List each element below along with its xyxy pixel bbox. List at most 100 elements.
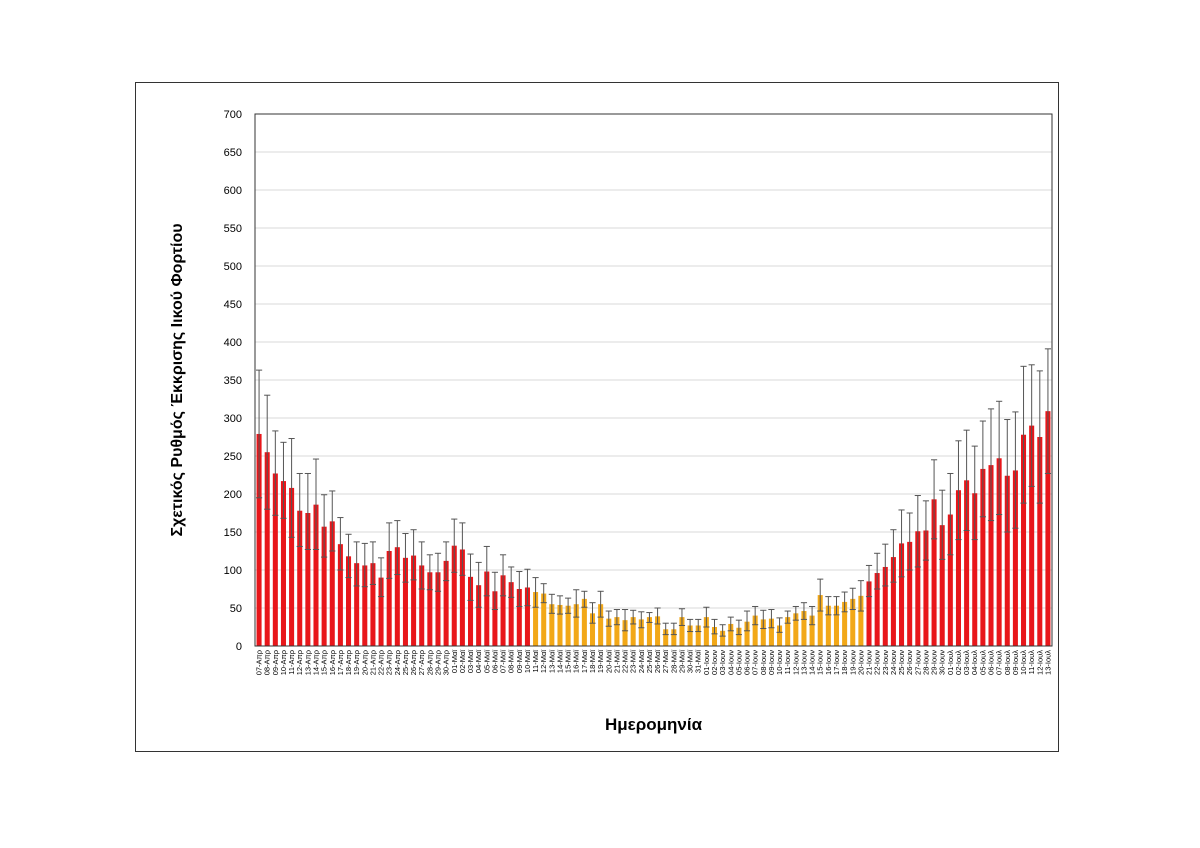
bar — [622, 620, 628, 646]
x-tick-label: 12-Ιουλ — [1035, 650, 1044, 675]
x-tick-label: 03-Ιουν — [718, 650, 727, 675]
bar — [500, 575, 506, 646]
x-tick-label: 25-Ιουν — [897, 650, 906, 675]
x-tick-label: 09-Μαϊ — [515, 650, 524, 673]
x-tick-label: 02-Μαϊ — [458, 650, 467, 673]
x-tick-label: 21-Ιουν — [865, 650, 874, 675]
bar — [329, 521, 335, 646]
bar — [394, 547, 400, 646]
x-tick-label: 08-Ιουλ — [1003, 650, 1012, 675]
bar — [362, 565, 368, 646]
x-tick-label: 09-Ιουν — [767, 650, 776, 675]
x-tick-label: 30-Ιουν — [938, 650, 947, 675]
x-tick-label: 19-Ιουν — [848, 650, 857, 675]
bar — [744, 621, 750, 646]
chart-frame: 0 50 100 150 200 250 300 350 400 450 500 550 600 650 7… — [135, 82, 1059, 752]
x-tick-label: 07-Απρ — [255, 650, 264, 675]
x-tick-label: 10-Μαϊ — [523, 650, 532, 673]
x-tick-label: 28-Μαϊ — [669, 650, 678, 673]
x-tick-label: 09-Ιουλ — [1011, 650, 1020, 675]
x-tick-label: 10-Απρ — [279, 650, 288, 675]
x-tick-label: 06-Ιουλ — [987, 650, 996, 675]
x-tick-label: 05-Μαϊ — [482, 650, 491, 673]
x-tick-label: 03-Ιουλ — [962, 650, 971, 675]
x-tick-label: 11-Ιουν — [783, 650, 792, 675]
x-tick-label: 07-Ιουλ — [995, 650, 1004, 675]
x-tick-label: 23-Ιουν — [881, 650, 890, 675]
bar — [541, 593, 547, 646]
bar — [825, 605, 831, 646]
x-tick-label: 24-Μαϊ — [637, 650, 646, 673]
x-tick-label: 16-Ιουν — [824, 650, 833, 675]
bar — [598, 604, 604, 646]
x-tick-label: 06-Μαϊ — [490, 650, 499, 673]
x-tick-label: 20-Μαϊ — [604, 650, 613, 673]
bar — [988, 465, 994, 646]
bar — [614, 617, 620, 646]
bar — [850, 598, 856, 646]
x-tick-label: 16-Μαϊ — [572, 650, 581, 673]
bar — [427, 572, 433, 646]
bar — [980, 468, 986, 646]
y-axis-title: Σχετικός Ρυθμός Έκκρισης Ιικού Φορτίου — [169, 223, 186, 536]
bar — [703, 617, 709, 646]
y-tick-label: 100 — [224, 565, 242, 577]
bar — [638, 619, 644, 646]
bar — [516, 589, 522, 646]
x-tick-label: 10-Ιουν — [775, 650, 784, 675]
bar — [321, 526, 327, 646]
x-tick-label: 01-Ιουν — [702, 650, 711, 675]
bar — [663, 629, 669, 646]
bar — [289, 487, 295, 646]
bar — [256, 433, 262, 646]
bar — [533, 592, 539, 646]
bar — [907, 541, 913, 646]
x-tick-label: 29-Μαϊ — [677, 650, 686, 673]
x-tick-label: 14-Μαϊ — [555, 650, 564, 673]
x-tick-label: 29-Απρ — [433, 650, 442, 675]
bar — [443, 560, 449, 646]
x-tick-label: 11-Ιουλ — [1027, 650, 1036, 675]
x-tick-label: 05-Ιουλ — [978, 650, 987, 675]
x-tick-label: 25-Απρ — [401, 650, 410, 675]
x-tick-label: 27-Ιουν — [913, 650, 922, 675]
x-tick-label: 04-Ιουν — [726, 650, 735, 675]
bar — [419, 565, 425, 646]
bar — [524, 587, 530, 646]
bar — [1029, 425, 1035, 646]
bar — [1037, 437, 1043, 646]
bar — [955, 490, 961, 646]
x-tick-label: 19-Μαϊ — [596, 650, 605, 673]
y-tick-label: 550 — [224, 223, 242, 235]
bar — [1004, 475, 1010, 646]
x-tick-label: 08-Μαϊ — [507, 650, 516, 673]
x-tick-label: 16-Απρ — [328, 650, 337, 675]
bar — [467, 576, 474, 646]
x-tick-label: 05-Ιουν — [734, 650, 743, 675]
x-tick-label: 14-Απρ — [311, 650, 320, 675]
bar — [1021, 434, 1027, 646]
bar-chart: 0 50 100 150 200 250 300 350 400 450 500 550 600 650 7… — [169, 109, 1053, 734]
bar — [264, 452, 270, 646]
bar — [297, 510, 303, 646]
bar — [411, 555, 417, 646]
x-tick-label: 04-Ιουλ — [970, 650, 979, 675]
x-tick-label: 15-Απρ — [320, 650, 329, 675]
x-tick-label: 18-Μαϊ — [588, 650, 597, 673]
bar — [435, 572, 441, 646]
x-tick-label: 22-Απρ — [377, 650, 386, 675]
x-axis-title: Ημερομηνία — [605, 715, 703, 734]
y-tick-label: 600 — [224, 185, 242, 197]
x-tick-label: 30-Απρ — [442, 650, 451, 675]
y-tick-label: 200 — [224, 489, 242, 501]
bar — [720, 630, 726, 646]
x-tick-label: 18-Απρ — [344, 650, 353, 675]
bar — [866, 581, 872, 646]
x-tick-label: 11-Μαϊ — [531, 650, 540, 673]
bar — [890, 557, 896, 646]
x-tick-label: 12-Μαϊ — [539, 650, 548, 673]
bar — [459, 549, 465, 646]
bar — [858, 595, 864, 646]
y-tick-label: 250 — [224, 451, 242, 463]
bars — [256, 411, 1051, 646]
